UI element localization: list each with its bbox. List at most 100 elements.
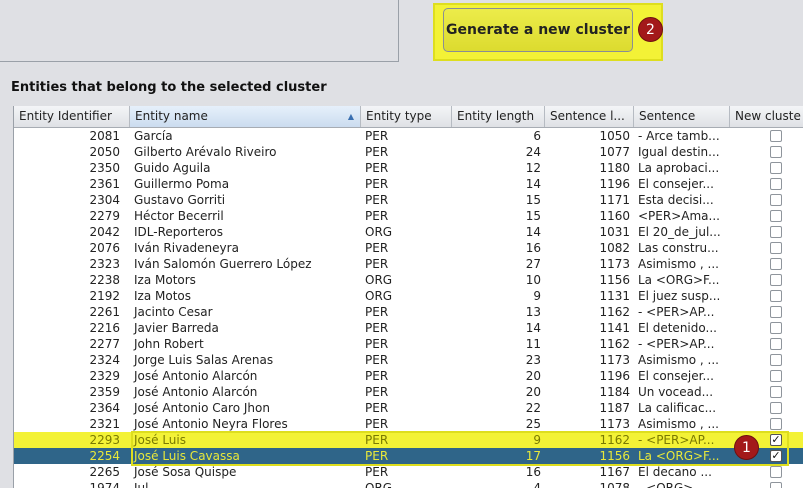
cell-entity-id: 2324 xyxy=(89,353,120,367)
table-row[interactable]: 2350 Guido Aguila PER 12 1180 La aprobaci... xyxy=(14,160,803,176)
new-cluster-checkbox[interactable] xyxy=(770,306,782,318)
table-row[interactable]: 2321 José Antonio Neyra Flores PER 25 1173 As… xyxy=(14,416,803,432)
new-cluster-checkbox[interactable] xyxy=(770,354,782,366)
entities-table[interactable]: Entity Identifier Entity name ▲ Entity t… xyxy=(13,106,803,488)
cell-sentence: Asimismo , ... xyxy=(638,417,719,431)
new-cluster-checkbox[interactable] xyxy=(770,370,782,382)
new-cluster-checkbox[interactable] xyxy=(770,258,782,270)
step-2-badge: 2 xyxy=(638,17,663,42)
cell-entity-name: Iván Rivadeneyra xyxy=(134,241,239,255)
table-row[interactable]: 2361 Guillermo Poma PER 14 1196 El consejer..… xyxy=(14,176,803,192)
new-cluster-checkbox[interactable] xyxy=(770,162,782,174)
table-row[interactable]: 2042 IDL-Reporteros ORG 14 1031 El 20_de_jul.… xyxy=(14,224,803,240)
cell-sentence: Esta decisi... xyxy=(638,193,714,207)
new-cluster-checkbox[interactable] xyxy=(770,338,782,350)
column-header-entity-name[interactable]: Entity name ▲ xyxy=(130,106,361,127)
cell-entity-id: 2081 xyxy=(89,129,120,143)
table-row[interactable]: 2324 Jorge Luis Salas Arenas PER 23 1173 Asim… xyxy=(14,352,803,368)
cell-entity-id: 2361 xyxy=(89,177,120,191)
new-cluster-checkbox[interactable] xyxy=(770,194,782,206)
new-cluster-checkbox[interactable] xyxy=(770,322,782,334)
cell-new-cluster xyxy=(730,480,803,488)
column-header-entity-length[interactable]: Entity length xyxy=(452,106,545,127)
new-cluster-checkbox[interactable] xyxy=(770,290,782,302)
new-cluster-checkbox[interactable] xyxy=(770,146,782,158)
new-cluster-checkbox[interactable] xyxy=(770,466,782,478)
new-cluster-checkbox[interactable] xyxy=(770,242,782,254)
cell-entity-type: PER xyxy=(365,241,389,255)
table-row[interactable]: 2279 Héctor Becerril PER 15 1160 <PER>Ama... xyxy=(14,208,803,224)
table-row[interactable]: 2254 José Luis Cavassa PER 17 1156 La <ORG>F.… xyxy=(14,448,803,464)
new-cluster-checkbox[interactable] xyxy=(770,178,782,190)
table-row[interactable]: 2265 José Sosa Quispe PER 16 1167 El decano .… xyxy=(14,464,803,480)
cell-entity-length: 12 xyxy=(525,161,541,175)
table-row[interactable]: 2050 Gilberto Arévalo Riveiro PER 24 1077 Igu… xyxy=(14,144,803,160)
cell-entity-type: PER xyxy=(365,161,389,175)
cell-entity-id: 2050 xyxy=(89,145,120,159)
table-row[interactable]: 2359 José Antonio Alarcón PER 20 1184 Un voce… xyxy=(14,384,803,400)
table-row[interactable]: 2261 Jacinto Cesar PER 13 1162 - <PER>AP... xyxy=(14,304,803,320)
cell-entity-id: 2350 xyxy=(89,161,120,175)
cell-entity-length: 14 xyxy=(525,225,541,239)
cell-sentence-length: 1180 xyxy=(599,161,630,175)
cell-new-cluster xyxy=(730,240,803,256)
table-row[interactable]: 1974 Jul... ORG 4 1078 - <ORG> ... xyxy=(14,480,803,488)
cell-sentence: Un vocead... xyxy=(638,385,714,399)
new-cluster-checkbox[interactable] xyxy=(770,402,782,414)
cell-sentence-length: 1162 xyxy=(599,305,630,319)
new-cluster-checkbox[interactable] xyxy=(770,418,782,430)
cell-entity-type: PER xyxy=(365,337,389,351)
cell-new-cluster xyxy=(730,384,803,400)
cell-entity-type: ORG xyxy=(365,481,393,488)
cell-entity-name: Jul... xyxy=(134,481,160,488)
cell-new-cluster xyxy=(730,208,803,224)
table-row[interactable]: 2323 Iván Salomón Guerrero López PER 27 1173… xyxy=(14,256,803,272)
new-cluster-checkbox[interactable] xyxy=(770,210,782,222)
column-header-entity-type[interactable]: Entity type xyxy=(361,106,452,127)
cell-new-cluster xyxy=(730,144,803,160)
cell-new-cluster xyxy=(730,256,803,272)
column-header-entity-identifier[interactable]: Entity Identifier xyxy=(14,106,130,127)
table-row[interactable]: 2192 Iza Motos ORG 9 1131 El juez susp... xyxy=(14,288,803,304)
cell-entity-length: 16 xyxy=(525,465,541,479)
cell-new-cluster xyxy=(730,368,803,384)
table-row[interactable]: 2304 Gustavo Gorriti PER 15 1171 Esta decisi.… xyxy=(14,192,803,208)
column-header-sentence[interactable]: Sentence xyxy=(634,106,730,127)
cell-sentence: El consejer... xyxy=(638,369,714,383)
cell-entity-length: 9 xyxy=(533,433,541,447)
new-cluster-checkbox[interactable]: ✓ xyxy=(770,434,782,446)
cluster-options-panel xyxy=(0,0,399,62)
new-cluster-checkbox[interactable] xyxy=(770,226,782,238)
cell-entity-name: José Antonio Alarcón xyxy=(134,369,258,383)
new-cluster-checkbox[interactable]: ✓ xyxy=(770,450,782,462)
column-header-new-cluster[interactable]: New cluste xyxy=(730,106,803,127)
table-row[interactable]: 2277 John Robert PER 11 1162 - <PER>AP... xyxy=(14,336,803,352)
new-cluster-checkbox[interactable] xyxy=(770,130,782,142)
column-header-sentence-length[interactable]: Sentence l... xyxy=(545,106,634,127)
new-cluster-checkbox[interactable] xyxy=(770,386,782,398)
new-cluster-checkbox[interactable] xyxy=(770,482,782,488)
cell-sentence: - Arce tamb... xyxy=(638,129,720,143)
table-row[interactable]: 2216 Javier Barreda PER 14 1141 El detenido..… xyxy=(14,320,803,336)
cell-entity-type: PER xyxy=(365,401,389,415)
table-row[interactable]: 2081 García PER 6 1050 - Arce tamb... xyxy=(14,128,803,144)
cell-entity-length: 15 xyxy=(525,209,541,223)
table-row[interactable]: 2329 José Antonio Alarcón PER 20 1196 El cons… xyxy=(14,368,803,384)
table-row[interactable]: 2076 Iván Rivadeneyra PER 16 1082 Las constru… xyxy=(14,240,803,256)
cell-entity-name: IDL-Reporteros xyxy=(134,225,224,239)
generate-new-cluster-button[interactable]: Generate a new cluster xyxy=(443,8,633,52)
column-header-label: Entity name xyxy=(135,109,208,123)
cell-entity-length: 14 xyxy=(525,321,541,335)
cell-new-cluster xyxy=(730,416,803,432)
table-row[interactable]: 2238 Iza Motors ORG 10 1156 La <ORG>F... xyxy=(14,272,803,288)
cell-sentence-length: 1173 xyxy=(599,353,630,367)
table-row[interactable]: 2293 José Luis PER 9 1162 - <PER>AP... ✓ xyxy=(14,432,803,448)
new-cluster-checkbox[interactable] xyxy=(770,274,782,286)
cell-entity-type: PER xyxy=(365,257,389,271)
cell-entity-type: PER xyxy=(365,417,389,431)
cell-entity-type: PER xyxy=(365,177,389,191)
cell-sentence-length: 1141 xyxy=(599,321,630,335)
table-row[interactable]: 2364 José Antonio Caro Jhon PER 22 1187 La ca… xyxy=(14,400,803,416)
cell-entity-type: PER xyxy=(365,145,389,159)
cell-entity-id: 1974 xyxy=(89,481,120,488)
